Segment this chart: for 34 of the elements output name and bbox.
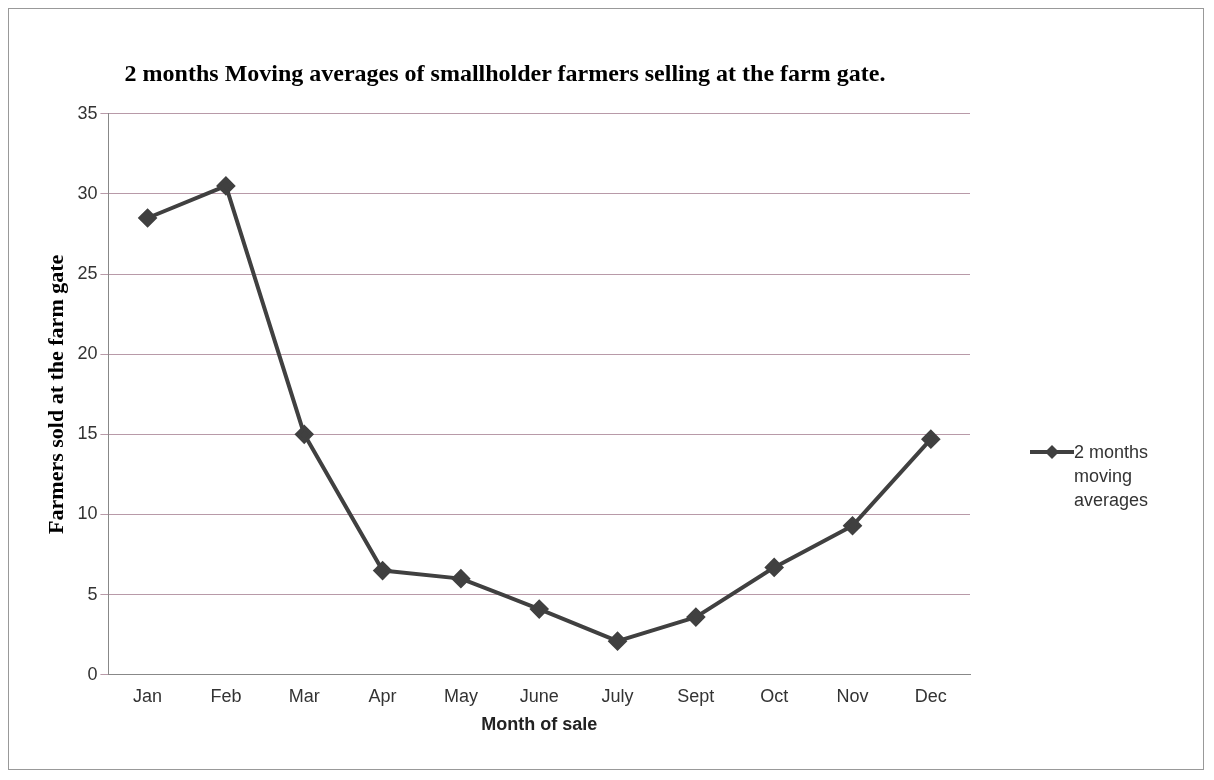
y-tick-label: 5 xyxy=(87,583,98,604)
x-tick-label: Oct xyxy=(760,685,789,706)
point xyxy=(765,558,784,577)
y-tick-label: 35 xyxy=(77,102,98,123)
x-tick-label: Dec xyxy=(914,685,947,706)
point xyxy=(138,208,157,227)
y-tick-label: 25 xyxy=(77,263,98,284)
y-axis-title: Farmers sold at the farm gate xyxy=(42,254,68,534)
point xyxy=(373,561,392,580)
y-tick-label: 10 xyxy=(77,503,98,524)
point xyxy=(921,430,940,449)
point xyxy=(608,632,627,651)
chart-title: 2 months Moving averages of smallholder farmers selling at the farm gate. xyxy=(124,59,886,86)
y-tick-label: 20 xyxy=(77,343,98,364)
y-tick-label: 0 xyxy=(87,663,98,684)
point xyxy=(451,569,470,588)
x-tick-label: Jan xyxy=(133,685,163,706)
x-tick-label: July xyxy=(601,685,634,706)
legend-label: 2 months moving averages xyxy=(1074,441,1150,512)
y-tick-label: 15 xyxy=(77,423,98,444)
x-tick-label: Mar xyxy=(288,685,320,706)
x-tick-label: Nov xyxy=(836,685,869,706)
point xyxy=(216,176,235,195)
x-tick-label: Apr xyxy=(368,685,397,706)
x-tick-label: Sept xyxy=(677,685,715,706)
x-tick-label: June xyxy=(519,685,559,706)
point xyxy=(843,516,862,535)
y-tick-label: 30 xyxy=(77,182,98,203)
point xyxy=(530,600,549,619)
x-tick-label: Feb xyxy=(210,685,242,706)
x-axis-title: Month of sale xyxy=(481,714,598,735)
x-tick-label: May xyxy=(443,685,478,706)
point xyxy=(295,425,314,444)
point xyxy=(686,608,705,627)
